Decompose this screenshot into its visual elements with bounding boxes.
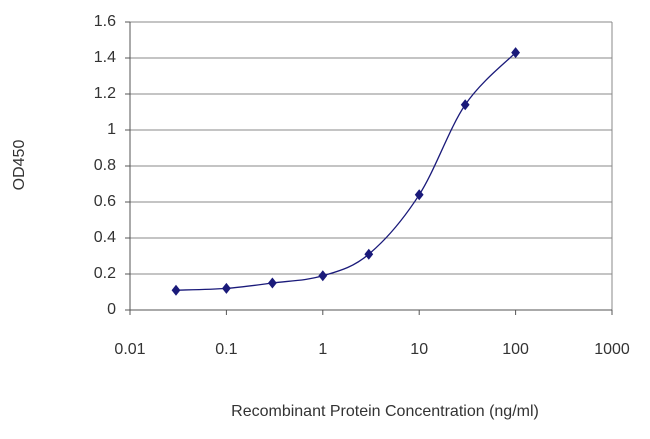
x-tick-label: 1000 xyxy=(594,341,630,358)
data-point xyxy=(222,282,231,294)
y-axis-label: OD450 xyxy=(11,140,28,191)
y-tick-label: 1.4 xyxy=(94,49,116,66)
x-tick-label: 10 xyxy=(410,341,428,358)
y-tick-label: 0.2 xyxy=(94,265,116,282)
data-point xyxy=(364,248,374,260)
y-tick-label: 0 xyxy=(107,301,116,318)
y-tick-label: 1 xyxy=(107,121,116,138)
y-tick-label: 0.8 xyxy=(94,157,116,174)
x-tick-label: 0.01 xyxy=(114,341,145,358)
y-tick-label: 0.6 xyxy=(94,193,116,210)
data-point xyxy=(171,284,181,296)
data-point xyxy=(318,270,328,282)
series-line xyxy=(175,52,517,291)
x-tick-label: 0.1 xyxy=(215,341,237,358)
y-tick-label: 1.2 xyxy=(94,85,116,102)
data-point xyxy=(267,277,277,289)
data-point xyxy=(460,99,470,111)
data-point xyxy=(511,47,520,59)
x-axis-label: Recombinant Protein Concentration (ng/ml… xyxy=(231,403,539,420)
data-point xyxy=(414,189,424,201)
x-tick-label: 1 xyxy=(318,341,327,358)
x-tick-label: 100 xyxy=(502,341,529,358)
y-tick-label: 1.6 xyxy=(94,13,116,30)
y-tick-label: 0.4 xyxy=(94,229,116,246)
